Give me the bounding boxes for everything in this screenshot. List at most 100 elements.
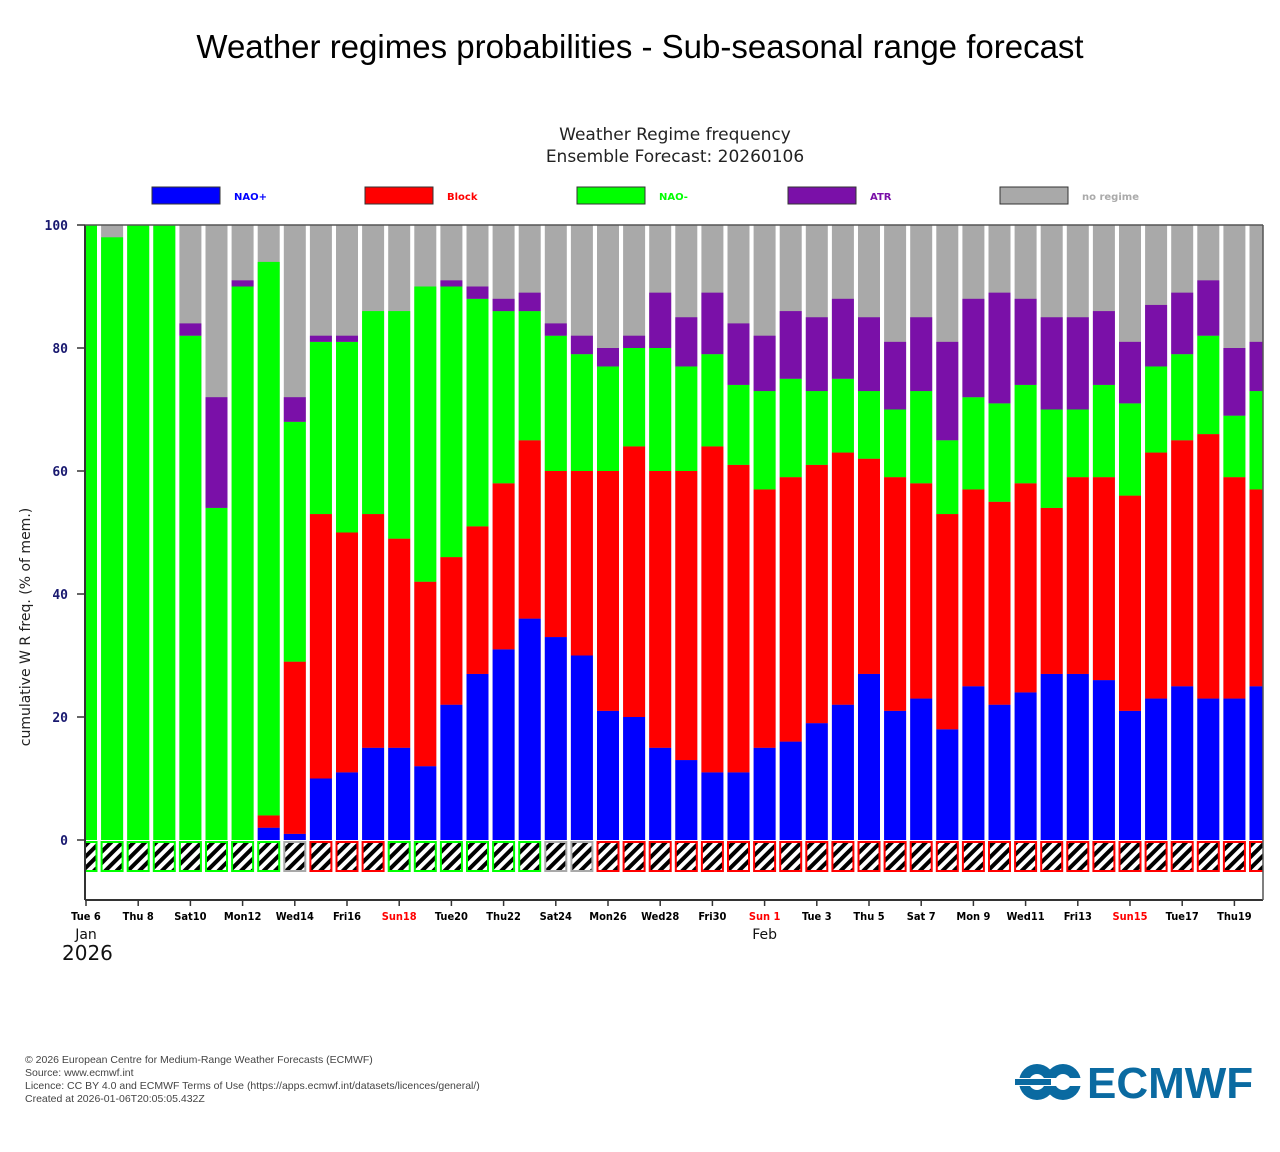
bar-segment-block	[753, 489, 776, 748]
bar-stack	[492, 225, 515, 840]
bar-stack	[727, 225, 750, 840]
bar-segment-atr	[623, 335, 646, 348]
bar-segment-nao-	[1119, 403, 1141, 496]
bar-segment-nao-	[570, 354, 593, 471]
bar-segment-nao-	[831, 378, 854, 453]
bar-stack	[85, 225, 97, 840]
bar-stack	[831, 225, 854, 840]
copyright: © 2026 European Centre for Medium-Range …	[25, 1054, 373, 1066]
ecmwf-logo-icon	[1015, 1064, 1081, 1100]
bar-segment-nao-	[414, 286, 437, 582]
bar-segment-nao-	[101, 237, 124, 841]
bar-segment-block	[988, 501, 1011, 705]
bar-segment-block	[1145, 452, 1168, 699]
bar-stack	[101, 225, 124, 841]
bar-segment-nao-	[701, 354, 724, 447]
bar-segment-nao-	[309, 778, 332, 840]
bar-stack	[283, 225, 306, 840]
x-tick-label: Sat 7	[907, 910, 936, 923]
dominant-regime-cell	[935, 841, 959, 872]
dominant-regime-marker	[152, 841, 176, 872]
bar-segment-block	[1249, 489, 1263, 687]
bar-segment-atr	[1171, 292, 1194, 355]
dominant-regime-marker	[231, 841, 255, 872]
dominant-regime-marker	[883, 841, 907, 872]
dominant-regime-cell	[909, 841, 933, 872]
bar-segment-block	[440, 557, 463, 705]
dominant-regime-cell	[466, 841, 489, 872]
dominant-regime-marker	[909, 841, 933, 872]
dominant-regime-cell	[1222, 841, 1246, 872]
bar-stack	[1171, 225, 1194, 840]
bar-segment-nao-	[779, 378, 802, 478]
x-tick-label: Wed14	[276, 910, 314, 923]
x-tick-label: Wed28	[641, 910, 679, 923]
bar-stack	[649, 225, 672, 840]
dominant-regime-cell	[544, 841, 568, 872]
axes: 0 20 40 60 80 100 Tue 6 Thu 8 Sat10 Mon12 Wed14 Fri…	[45, 219, 1264, 965]
dominant-regime-cell	[413, 841, 437, 872]
bar-segment-nao-	[988, 403, 1011, 502]
legend-label-no-regime: no regime	[1082, 192, 1139, 203]
bar-segment-nao-	[127, 225, 150, 840]
x-tick-label: Mon 9	[956, 910, 990, 923]
ecmwf-logo-text: ECMWF	[1087, 1059, 1253, 1108]
bar-segment-nao-	[623, 348, 646, 447]
bar-stack	[1092, 225, 1115, 840]
bar-segment-atr	[910, 317, 933, 392]
x-tick-label: Thu19	[1217, 910, 1252, 923]
bar-segment-nao-	[649, 747, 672, 840]
dominant-regime-marker	[961, 841, 985, 872]
y-tick-label: 40	[52, 588, 68, 603]
bar-segment-nao-	[675, 366, 698, 471]
bar-segment-atr	[988, 292, 1011, 404]
bar-segment-block	[336, 532, 358, 773]
bar-segment-atr	[779, 311, 802, 379]
bar-segment-block	[1092, 477, 1115, 681]
bar-segment-atr	[1119, 341, 1141, 404]
bar-segment-block	[414, 581, 437, 767]
bar-segment-block	[675, 471, 698, 761]
bar-stack	[597, 225, 619, 840]
bar-segment-nao-	[570, 655, 593, 840]
dominant-regime-cell	[283, 841, 307, 872]
bar-stack	[1066, 225, 1089, 840]
dominant-regime-marker	[466, 841, 489, 872]
bar-segment-nao-	[831, 704, 854, 840]
dominant-regime-marker	[100, 841, 124, 872]
bar-segment-atr	[701, 292, 724, 355]
bar-segment-nao-	[336, 341, 358, 533]
legend-label-nao-: NAO-	[659, 192, 688, 203]
bar-segment-atr	[1066, 317, 1089, 410]
bar-segment-block	[1119, 495, 1141, 711]
bar-segment-nao-	[1249, 686, 1263, 840]
bar-segment-atr	[805, 317, 828, 392]
y-axis-label: cumulative W R freq. (% of mem.)	[18, 508, 34, 747]
bar-stack	[205, 225, 228, 840]
bar-segment-nao-	[858, 673, 880, 840]
bar-segment-block	[831, 452, 854, 705]
dominant-regime-cell	[727, 841, 750, 872]
dominant-regime-cell	[231, 841, 255, 872]
bar-segment-nao-	[440, 704, 463, 840]
bar-segment-atr	[179, 323, 202, 336]
dominant-regime-marker	[779, 841, 803, 872]
dominant-regime-cell	[387, 841, 411, 872]
bar-segment-nao-	[1092, 680, 1115, 840]
bar-segment-nao-	[492, 311, 515, 484]
bar-stack	[884, 225, 907, 840]
bar-segment-block	[1040, 507, 1063, 674]
bar-segment-nao-	[1040, 673, 1063, 840]
bar-stack	[753, 225, 776, 840]
bar-stack	[675, 225, 698, 840]
bar-segment-atr	[1014, 298, 1037, 385]
bar-segment-nao-	[623, 717, 646, 840]
y-tick-label: 20	[52, 711, 68, 726]
bar-segment-block	[518, 440, 541, 619]
dominant-regime-cell	[1014, 841, 1038, 872]
bar-segment-nao-	[544, 637, 567, 840]
bar-segment-nao-	[805, 723, 828, 840]
bar-stack	[858, 225, 880, 840]
dominant-regime-marker	[1170, 841, 1194, 872]
dominant-regime-cell	[257, 841, 281, 872]
